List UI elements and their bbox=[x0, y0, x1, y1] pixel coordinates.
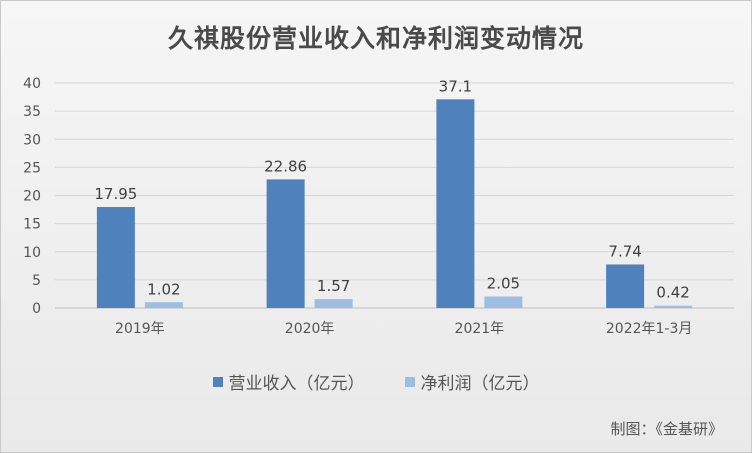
x-tick-label: 2021年 bbox=[455, 321, 505, 337]
y-tick-label: 40 bbox=[23, 76, 41, 92]
data-label-revenue: 37.1 bbox=[439, 77, 472, 95]
y-tick-label: 15 bbox=[23, 217, 41, 233]
data-label-net-profit: 1.02 bbox=[147, 280, 180, 298]
legend-label-revenue: 营业收入（亿元） bbox=[228, 374, 365, 394]
data-labels: 17.95 1.02 22.86 1.57 37.1 2.05 7.74 0.42 bbox=[94, 77, 689, 301]
data-label-net-profit: 0.42 bbox=[656, 284, 689, 302]
bar-net-profit bbox=[314, 299, 353, 308]
legend-item-net-profit: 净利润（亿元） bbox=[404, 369, 540, 394]
y-tick-label: 25 bbox=[23, 160, 41, 176]
legend-label-net-profit: 净利润（亿元） bbox=[420, 374, 540, 394]
x-tick-label: 2022年1-3月 bbox=[606, 321, 693, 337]
legend-swatch-net-profit bbox=[404, 376, 415, 387]
bars bbox=[96, 99, 693, 308]
y-tick-label: 0 bbox=[32, 301, 41, 317]
data-label-net-profit: 1.57 bbox=[317, 277, 350, 295]
y-tick-label: 30 bbox=[23, 132, 41, 148]
y-tick-label: 10 bbox=[23, 245, 41, 261]
y-tick-label: 20 bbox=[23, 189, 41, 205]
bar-chart: 0 5 10 15 20 25 30 35 40 17.95 1.02 22.86 1.57 37.1 2… bbox=[23, 76, 734, 337]
y-axis-ticks: 0 5 10 15 20 25 30 35 40 bbox=[23, 76, 41, 317]
bar-revenue bbox=[436, 99, 475, 308]
data-label-revenue: 17.95 bbox=[94, 185, 137, 203]
bar-net-profit bbox=[654, 305, 693, 308]
legend: 营业收入（亿元） 净利润（亿元） bbox=[1, 369, 751, 394]
x-axis-ticks: 2019年 2020年 2021年 2022年1-3月 bbox=[115, 321, 692, 337]
data-label-revenue: 7.74 bbox=[608, 242, 641, 260]
bar-net-profit bbox=[484, 296, 523, 308]
chart-title: 久祺股份营业收入和净利润变动情况 bbox=[167, 24, 584, 53]
x-tick-label: 2020年 bbox=[285, 321, 335, 337]
bar-net-profit bbox=[144, 302, 183, 308]
data-label-net-profit: 2.05 bbox=[487, 274, 520, 292]
legend-item-revenue: 营业收入（亿元） bbox=[212, 369, 365, 394]
bar-revenue bbox=[266, 179, 305, 308]
y-tick-label: 35 bbox=[23, 104, 41, 120]
data-label-revenue: 22.86 bbox=[264, 157, 307, 175]
legend-swatch-revenue bbox=[212, 376, 223, 387]
source-note: 制图：《金基研》 bbox=[610, 420, 723, 438]
x-tick-label: 2019年 bbox=[115, 321, 165, 337]
bar-revenue bbox=[96, 207, 135, 308]
y-tick-label: 5 bbox=[32, 273, 41, 289]
bar-revenue bbox=[606, 264, 645, 308]
